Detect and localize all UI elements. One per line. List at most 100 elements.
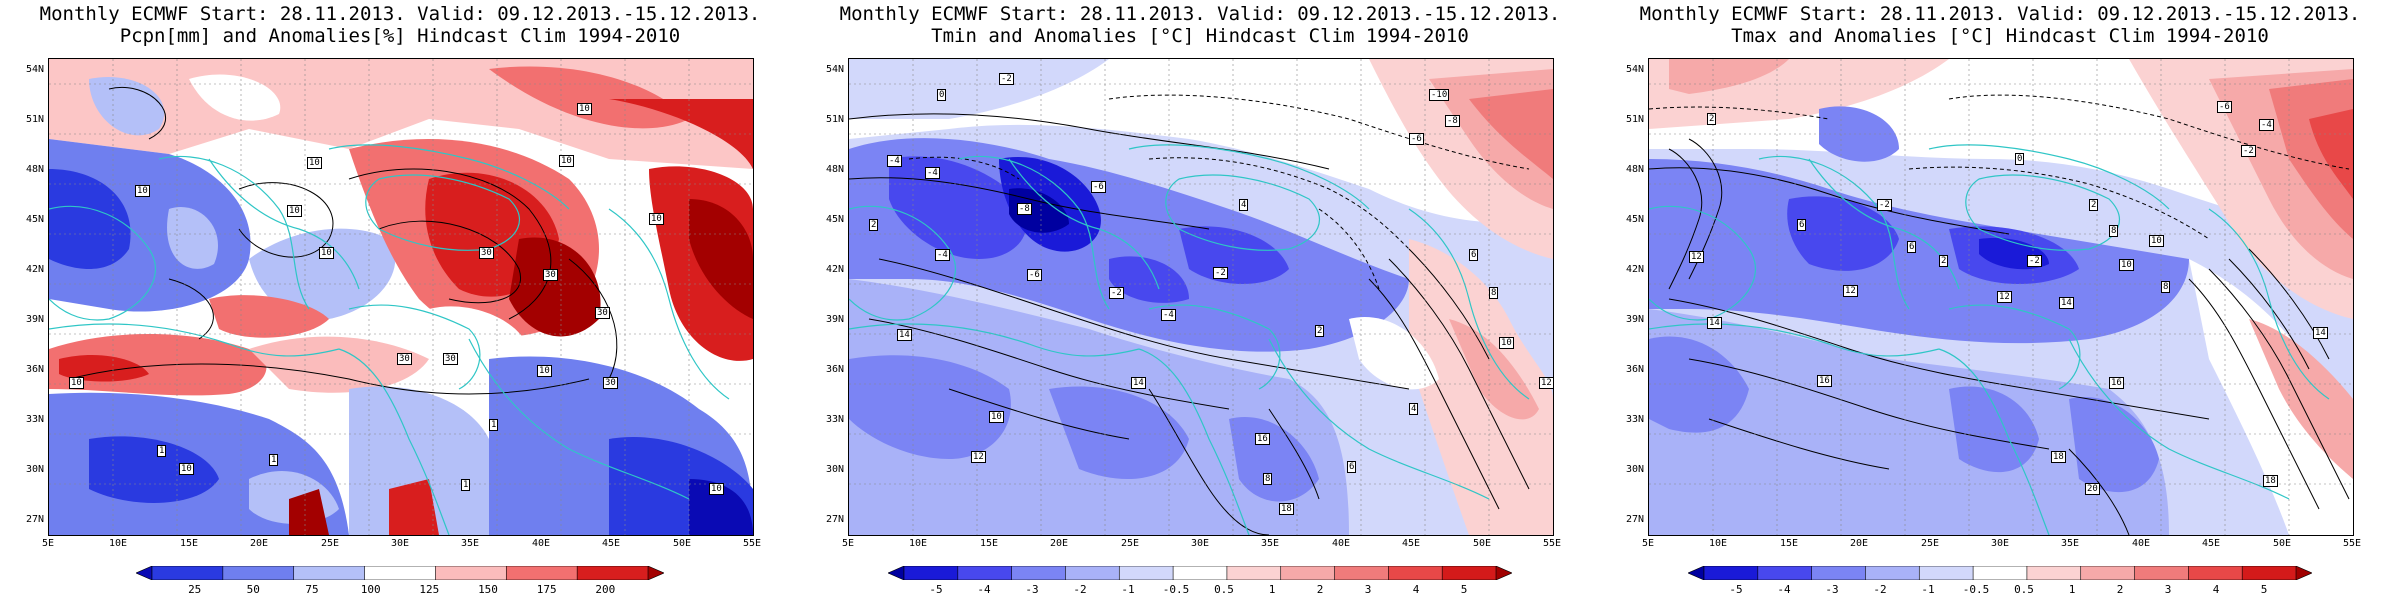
- lat-label: 33N: [1625, 414, 1644, 425]
- panel-precipitation: Monthly ECMWF Start: 28.11.2013. Valid: …: [0, 0, 800, 600]
- lat-label: 51N: [1625, 114, 1644, 125]
- colorbar-label: 200: [595, 583, 616, 596]
- colorbar-label: 5: [2260, 583, 2268, 596]
- contour-label: 4: [1409, 403, 1419, 415]
- contour-label: 10: [69, 377, 84, 389]
- lat-label: 27N: [1625, 514, 1644, 525]
- lat-label: 30N: [1625, 464, 1644, 475]
- contour-label: 14: [897, 329, 912, 341]
- contour-label: -4: [1161, 309, 1176, 321]
- colorbar-swatch: [1495, 566, 1512, 580]
- colorbar-label: 3: [1364, 583, 1372, 596]
- colorbar-label: 100: [360, 583, 381, 596]
- lon-label: 10E: [908, 538, 928, 549]
- contour-label: -8: [1445, 115, 1460, 127]
- contour-label: 8: [2109, 225, 2119, 237]
- lon-label: 55E: [2342, 538, 2362, 549]
- contour-label: 8: [1489, 287, 1499, 299]
- lon-label: 30E: [390, 538, 410, 549]
- lon-label: 35E: [460, 538, 480, 549]
- lat-label: 51N: [25, 114, 44, 125]
- contour-label: 12: [1997, 291, 2012, 303]
- colorbar-label: 1: [2068, 583, 2076, 596]
- contour-label: 1: [157, 445, 167, 457]
- lon-label: 40E: [1331, 538, 1351, 549]
- contour-label: -2: [2027, 255, 2042, 267]
- contour-label: 18: [1279, 503, 1294, 515]
- contour-label: -2: [2241, 145, 2256, 157]
- colorbar-label: -5: [929, 583, 943, 596]
- contour-label: 6: [1797, 219, 1807, 231]
- contour-label: 14: [1707, 317, 1722, 329]
- panel-title-line1: Monthly ECMWF Start: 28.11.2013. Valid: …: [839, 3, 1561, 25]
- contour-label: 18: [2051, 451, 2066, 463]
- contour-label: -2: [1109, 287, 1124, 299]
- lon-label: 25E: [320, 538, 340, 549]
- colorbar-label: 1: [1268, 583, 1276, 596]
- colorbar-swatch: [2188, 566, 2243, 580]
- contour-label: 16: [2109, 377, 2124, 389]
- colorbar-label: -4: [1777, 583, 1791, 596]
- contour-label: 14: [1131, 377, 1146, 389]
- contour-label: 16: [1817, 375, 1832, 387]
- contour-label: 14: [2313, 327, 2328, 339]
- lon-label: 5E: [41, 538, 55, 549]
- colorbar-swatch: [576, 566, 649, 580]
- panel-tmin: Monthly ECMWF Start: 28.11.2013. Valid: …: [800, 0, 1600, 600]
- contour-label: 6: [1469, 249, 1479, 261]
- lon-label: 45E: [1401, 538, 1421, 549]
- lat-label: 45N: [825, 214, 844, 225]
- lon-label: 5E: [841, 538, 855, 549]
- colorbar-swatch: [364, 566, 437, 580]
- contour-label: 30: [479, 247, 494, 259]
- contour-label: -4: [887, 155, 902, 167]
- lat-label: 45N: [1625, 214, 1644, 225]
- colorbar-label: 175: [536, 583, 557, 596]
- lon-label: 15E: [179, 538, 199, 549]
- contour-label: 12: [1539, 377, 1553, 389]
- contour-label: 6: [1347, 461, 1357, 473]
- colorbar-label: 3: [2164, 583, 2172, 596]
- contour-label: 2: [2089, 199, 2099, 211]
- lon-label: 40E: [2131, 538, 2151, 549]
- anomaly-field: [849, 59, 1553, 535]
- colorbar-label: -4: [977, 583, 991, 596]
- lon-label: 5E: [1641, 538, 1655, 549]
- colorbar-swatch: [1918, 566, 1974, 580]
- contour-label: 1: [269, 454, 279, 466]
- lon-label: 20E: [1049, 538, 1069, 549]
- colorbar-swatch: [435, 566, 508, 580]
- contour-label: 10: [307, 157, 322, 169]
- contour-label: 1: [489, 419, 499, 431]
- contour-label: -4: [2259, 119, 2274, 131]
- anomaly-field: [49, 59, 753, 535]
- lon-label: 55E: [1542, 538, 1562, 549]
- colorbar-label: -0.5: [1962, 583, 1990, 596]
- contour-label: 16: [1255, 433, 1270, 445]
- colorbar-label: -3: [1825, 583, 1839, 596]
- lat-label: 33N: [825, 414, 844, 425]
- map-area: -10 -8 -6 -4 -2 0 2 -4 -6 -8 -4 -6 -2 4 …: [848, 58, 1554, 536]
- lat-label: 42N: [1625, 264, 1644, 275]
- lat-label: 36N: [1625, 364, 1644, 375]
- lat-label: 42N: [825, 264, 844, 275]
- contour-label: -6: [1409, 133, 1424, 145]
- contour-label: 12: [1689, 251, 1704, 263]
- panel-tmax: Monthly ECMWF Start: 28.11.2013. Valid: …: [1600, 0, 2400, 600]
- lon-label: 55E: [742, 538, 762, 549]
- contour-label: 30: [595, 307, 610, 319]
- colorbar-swatch: [888, 566, 905, 580]
- colorbar-swatch: [2134, 566, 2190, 580]
- colorbar-label: 4: [1412, 583, 1420, 596]
- lat-label: 48N: [1625, 164, 1644, 175]
- contour-label: 10: [135, 185, 150, 197]
- contour-label: 30: [603, 377, 618, 389]
- colorbar-swatch: [1972, 566, 2028, 580]
- lat-label: 54N: [25, 64, 44, 75]
- map-area: -6 -4 -2 0 2 -2 6 8 10 12 14 16 18 -2 2 …: [1648, 58, 2354, 536]
- contour-label: -10: [1429, 89, 1450, 101]
- colorbar-swatch: [647, 566, 664, 580]
- colorbar-swatch: [1757, 566, 1813, 580]
- colorbar-swatch: [957, 566, 1013, 580]
- lat-label: 36N: [25, 364, 44, 375]
